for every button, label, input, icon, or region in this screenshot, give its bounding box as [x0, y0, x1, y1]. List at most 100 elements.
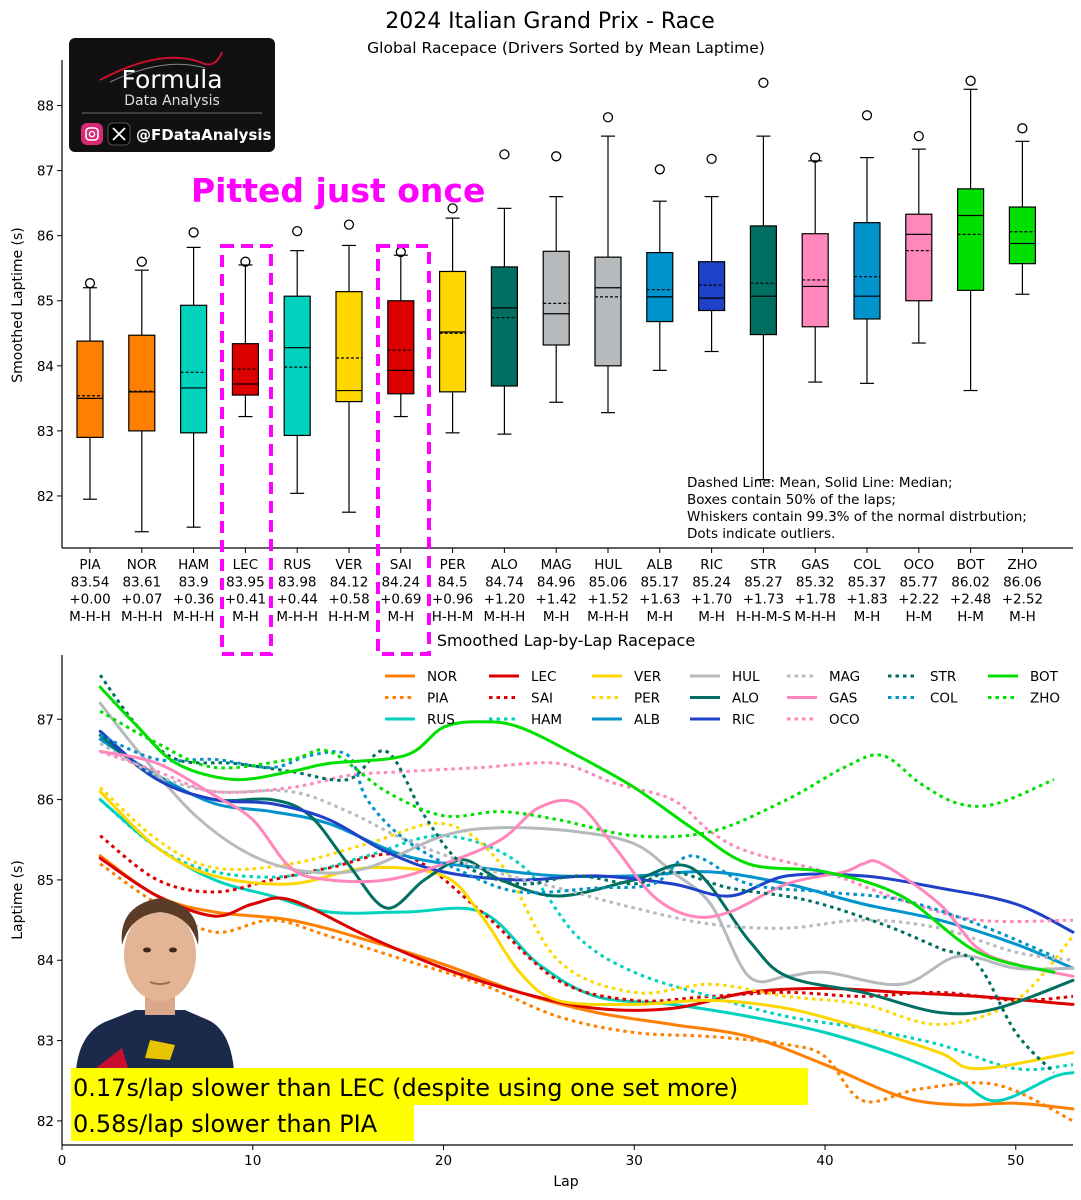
- series-line-mag: [99, 742, 1074, 962]
- box-ver: [335, 219, 363, 513]
- driver-mean: 84.74: [485, 574, 524, 590]
- driver-code: HAM: [178, 557, 209, 573]
- driver-code: ALO: [491, 557, 518, 573]
- linechart-series: [98, 674, 1075, 1123]
- box-outlier: [136, 256, 147, 267]
- box-outlier: [861, 110, 873, 121]
- box-outlier: [188, 227, 199, 238]
- driver-mean: 85.06: [589, 574, 628, 590]
- boxplot-axes: Smoothed Laptime (s): [10, 60, 1073, 549]
- box-outlier: [913, 130, 924, 142]
- driver-gap: +1.52: [587, 592, 628, 608]
- box-bot: [956, 75, 985, 392]
- legend-label-zho: ZHO: [1030, 691, 1060, 707]
- box-iqr: [905, 213, 933, 302]
- logo: Formula Data Analysis @FDataAnalysis: [69, 38, 275, 152]
- linechart-y-tick-label: 83: [37, 1034, 54, 1050]
- driver-mean: 85.77: [899, 574, 938, 590]
- box-iqr: [283, 295, 311, 437]
- driver-code: HUL: [594, 557, 622, 573]
- linechart-legend: NOR PIA RUS LEC SAI HAM VER PER ALB HUL ALO RIC MAG G…: [385, 669, 1060, 728]
- box-lec: [231, 256, 259, 418]
- legend-label-sai: SAI: [531, 691, 553, 707]
- driver-mean: 83.9: [179, 574, 209, 590]
- legend-note-line-2: Boxes contain 50% of the laps;: [687, 492, 896, 508]
- series-line-oco: [99, 749, 1074, 924]
- series-line-hul: [98, 701, 1075, 987]
- driver-mouth: [149, 981, 171, 985]
- box-hul: [594, 112, 622, 414]
- driver-gap: +0.69: [380, 592, 421, 608]
- series-line-bot: [98, 685, 1056, 974]
- series-line-sai: [99, 834, 1074, 1003]
- box-outlier: [965, 75, 976, 86]
- boxplot-y-tick-label: 88: [37, 99, 54, 115]
- box-outlier: [1017, 123, 1028, 134]
- driver-gap: +1.73: [743, 592, 784, 608]
- linechart-y-tick-label: 84: [37, 953, 54, 969]
- driver-gap: +0.00: [69, 592, 110, 608]
- driver-mean: 85.32: [796, 574, 835, 590]
- driver-photo: [76, 898, 234, 1070]
- callout-2-bg: [71, 1105, 414, 1141]
- box-iqr: [594, 256, 622, 367]
- box-iqr: [128, 334, 156, 432]
- logo-tagline: Data Analysis: [124, 93, 220, 109]
- driver-mean: 85.27: [744, 574, 783, 590]
- callout-1-bg: [71, 1068, 808, 1105]
- driver-gap: +1.78: [795, 592, 836, 608]
- driver-code: RUS: [283, 557, 311, 573]
- driver-mean: 84.5: [438, 574, 468, 590]
- series-line-alb: [98, 737, 1075, 970]
- driver-mean: 86.06: [1003, 574, 1042, 590]
- driver-shirt: [76, 1010, 234, 1070]
- box-outlier: [499, 149, 510, 160]
- box-iqr: [335, 291, 363, 403]
- driver-code: MAG: [541, 557, 572, 573]
- box-per: [439, 203, 467, 434]
- driver-gap: +1.70: [691, 592, 732, 608]
- legend-note-line-1: Dashed Line: Mean, Solid Line: Median;: [687, 475, 953, 491]
- series-line-lec: [98, 856, 1075, 1012]
- driver-mean: 83.95: [226, 574, 265, 590]
- linechart-axes: Laptime (s) Lap: [10, 655, 1073, 1190]
- series-line-zho: [99, 709, 1055, 839]
- driver-mean: 84.96: [537, 574, 576, 590]
- linechart-x-tick-label: 40: [816, 1153, 833, 1169]
- series-line-gas: [98, 749, 1075, 978]
- chart-subtitle: Global Racepace (Drivers Sorted by Mean …: [367, 39, 765, 57]
- box-zho: [1008, 123, 1037, 295]
- driver-strategy: M-H-H: [484, 609, 526, 625]
- driver-mean: 85.17: [640, 574, 679, 590]
- box-outlier: [551, 151, 562, 162]
- box-iqr: [76, 340, 104, 438]
- driver-mean: 85.24: [692, 574, 731, 590]
- linechart-y-tick-label: 87: [37, 712, 54, 728]
- pitted-once-annotation: Pitted just once: [191, 171, 485, 210]
- lec-highlight-box: [220, 244, 273, 656]
- driver-strategy: M-H-H: [121, 609, 163, 625]
- legend-label-lec: LEC: [531, 669, 556, 685]
- series-line-alo: [98, 733, 1075, 1016]
- series-line-ham: [99, 798, 1074, 1072]
- driver-gap: +1.20: [484, 592, 525, 608]
- driver-code: COL: [853, 557, 881, 573]
- driver-strategy: H-M: [957, 609, 984, 625]
- linechart-x-label: Lap: [553, 1174, 578, 1190]
- legend-label-alo: ALO: [732, 691, 759, 707]
- instagram-icon: [81, 123, 103, 145]
- driver-gap: +1.63: [639, 592, 680, 608]
- driver-gap: +1.83: [846, 592, 887, 608]
- box-rus: [283, 225, 311, 494]
- driver-strategy: M-H-H: [794, 609, 836, 625]
- series-line-ver: [98, 790, 1075, 1071]
- driver-code: BOT: [957, 557, 986, 573]
- box-iqr: [853, 222, 881, 320]
- boxplot-y-tick-label: 83: [37, 424, 54, 440]
- driver-code: LEC: [233, 557, 258, 573]
- driver-strategy: M-H: [854, 609, 881, 625]
- box-gas: [801, 152, 829, 383]
- box-iqr: [180, 304, 208, 434]
- box-outlier: [654, 164, 665, 175]
